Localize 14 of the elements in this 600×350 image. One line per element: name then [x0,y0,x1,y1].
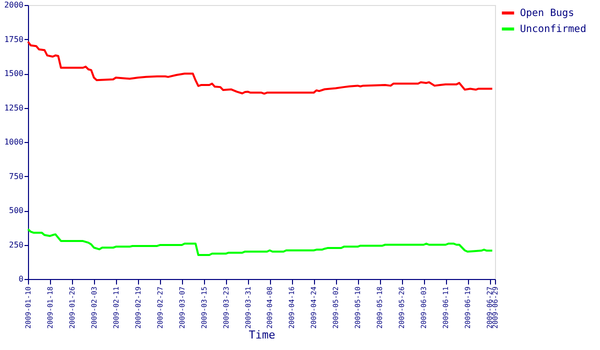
y-tick-label: 1750 [4,34,24,44]
y-tick-label: 0 [18,274,24,284]
x-axis-title: Time [248,328,276,342]
line-series [27,40,494,95]
y-tick-label: 500 [9,206,24,215]
line-series [27,228,494,256]
y-tick-label: 1000 [4,138,24,146]
y-tick-label: 250 [9,240,24,250]
y-tick-label: 1250 [4,103,24,112]
legend-label: Unconfirmed [520,24,586,35]
y-tick-label: 1500 [4,69,24,78]
legend-label: Open Bugs [520,8,574,19]
y-tick-label: 750 [9,172,24,181]
y-tick-label: 2000 [4,0,24,10]
